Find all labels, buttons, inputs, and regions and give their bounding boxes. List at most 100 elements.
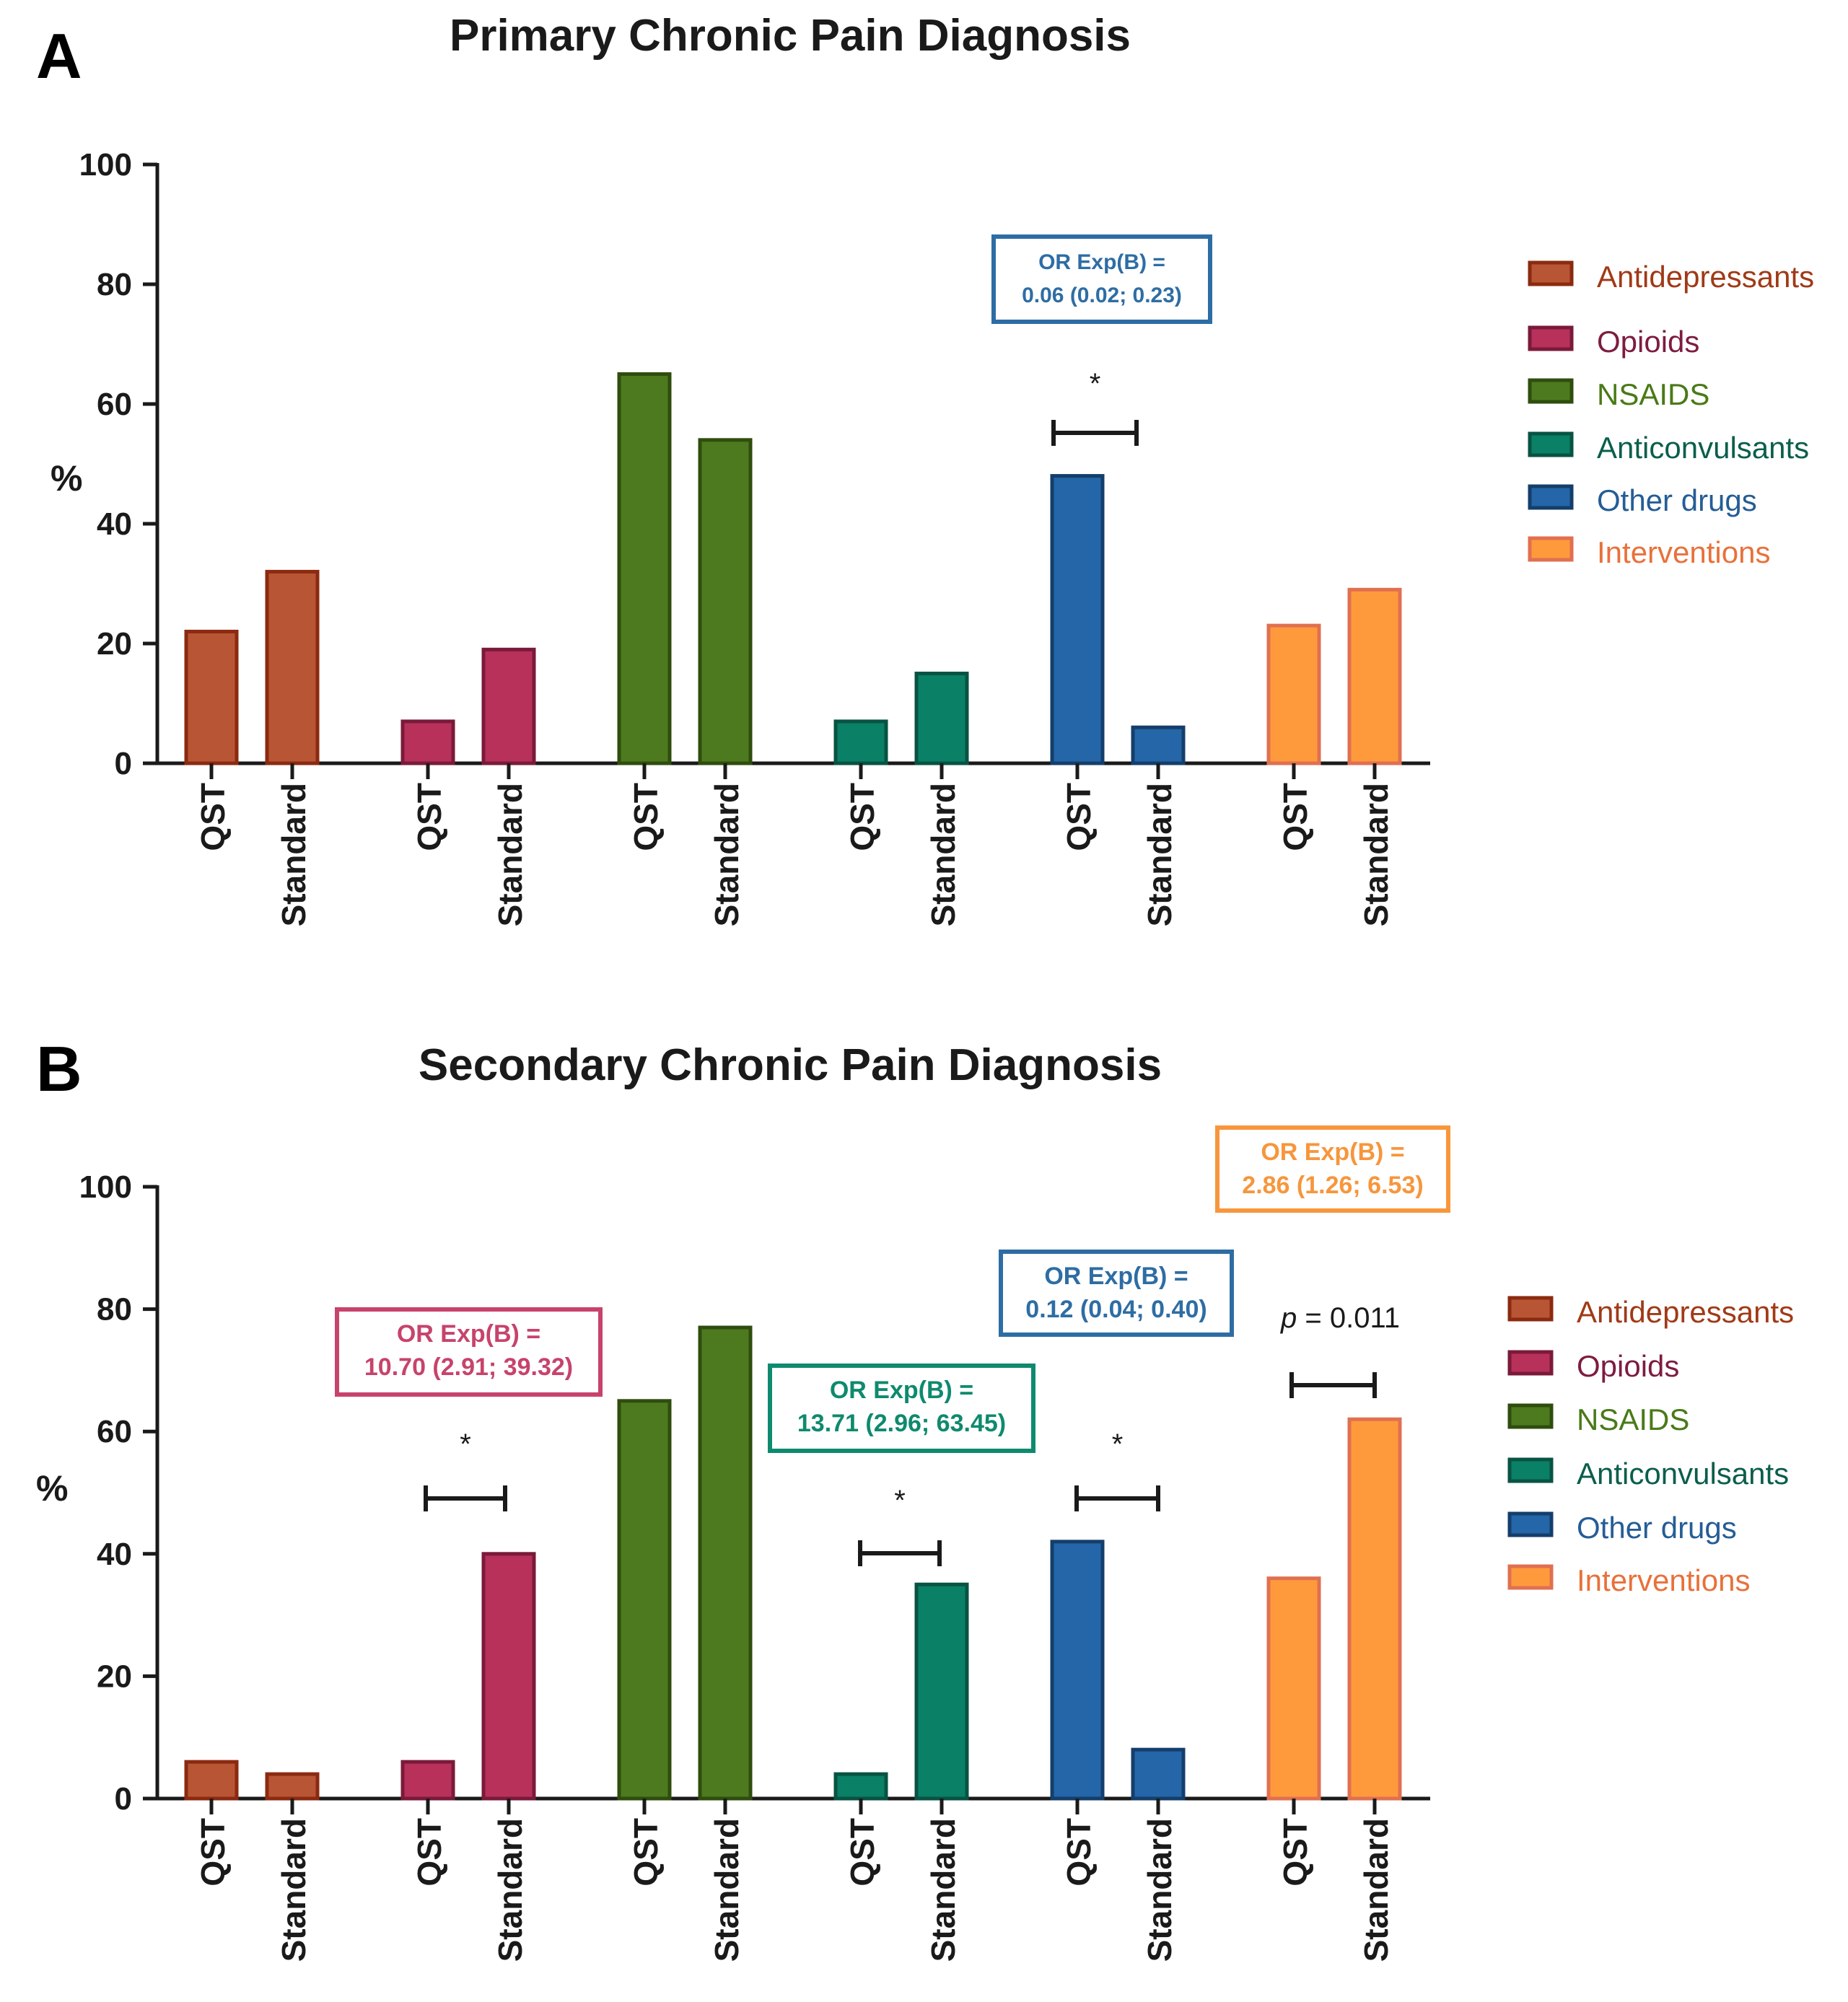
legend-swatch — [1528, 431, 1574, 457]
bar — [914, 672, 969, 765]
x-tick-label: QST — [1060, 783, 1098, 851]
chart-title: Secondary Chronic Pain Diagnosis — [419, 1040, 1162, 1090]
legend-swatch — [1507, 1511, 1554, 1537]
x-tick-label: Standard — [1357, 783, 1395, 926]
x-tick-label: QST — [194, 1818, 232, 1887]
bar — [265, 569, 320, 765]
x-tick-label: Standard — [1357, 1818, 1395, 1962]
bar — [1347, 587, 1402, 765]
bar — [400, 1760, 455, 1801]
significance-star: * — [460, 1428, 471, 1460]
annotation-text: 13.71 (2.96; 63.45) — [797, 1410, 1006, 1437]
significance-bracket: * — [424, 1428, 507, 1511]
y-tick-label: 20 — [97, 1659, 132, 1694]
x-tick-label: Standard — [275, 783, 312, 926]
annotation-text: OR Exp(B) = — [1038, 250, 1165, 274]
x-tick-label: QST — [411, 783, 448, 851]
legend-label: Opioids — [1597, 325, 1699, 359]
significance-star: * — [1112, 1428, 1124, 1460]
bar — [1266, 623, 1321, 765]
significance-bracket: p = 0.011 — [1280, 1302, 1400, 1398]
bar — [1347, 1417, 1402, 1801]
y-tick-label: 40 — [97, 506, 132, 542]
bar — [698, 1325, 753, 1801]
bar — [1131, 725, 1186, 765]
p-value-rest: = 0.011 — [1297, 1302, 1400, 1334]
y-tick-label: 40 — [97, 1537, 132, 1572]
legend-label: Interventions — [1577, 1563, 1750, 1597]
annotation-text: 0.12 (0.04; 0.40) — [1025, 1296, 1207, 1323]
legend-label: Interventions — [1597, 535, 1770, 569]
bar — [184, 1760, 239, 1801]
bar — [1266, 1576, 1321, 1801]
bar — [617, 372, 672, 765]
significance-bracket: * — [858, 1485, 942, 1566]
legend-label: NSAIDS — [1597, 377, 1709, 411]
legend-label: Opioids — [1577, 1349, 1679, 1383]
annotation-text: OR Exp(B) = — [1044, 1263, 1188, 1290]
y-tick-label: 80 — [97, 267, 132, 302]
or-annotation-box: OR Exp(B) = 0.06 (0.02; 0.23) — [991, 234, 1212, 324]
y-axis-label: % — [51, 458, 82, 499]
bar — [265, 1772, 320, 1801]
bar — [833, 719, 888, 765]
x-tick-label: QST — [1060, 1818, 1098, 1887]
legend-swatch — [1507, 1457, 1554, 1483]
legend-label: Other drugs — [1597, 483, 1757, 517]
y-axis-label: % — [36, 1468, 68, 1509]
x-tick-label: QST — [844, 1818, 881, 1887]
bar — [617, 1399, 672, 1801]
bar — [1050, 474, 1105, 765]
panel-letter: A — [36, 20, 82, 92]
x-tick-label: QST — [627, 783, 665, 851]
annotation-border — [335, 1307, 603, 1397]
bar — [400, 719, 455, 765]
x-tick-label: Standard — [924, 783, 962, 926]
x-tick-label: Standard — [1141, 1818, 1178, 1962]
x-tick-label: Standard — [708, 1818, 745, 1962]
y-tick-label: 0 — [115, 1781, 132, 1817]
x-tick-label: Standard — [708, 783, 745, 926]
legend-label: Antidepressants — [1577, 1295, 1794, 1329]
panel-letter: B — [36, 1033, 82, 1105]
panel-a: A Primary Chronic Pain Diagnosis% 0 20 40 60 8… — [36, 11, 1814, 926]
legend-swatch — [1528, 325, 1574, 351]
significance-bracket: * — [1051, 368, 1139, 446]
or-annotation-box: OR Exp(B) = 13.71 (2.96; 63.45) — [768, 1364, 1035, 1453]
bar — [481, 647, 536, 765]
x-tick-label: QST — [194, 783, 232, 851]
y-tick-label: 80 — [97, 1292, 132, 1327]
bar — [1050, 1540, 1105, 1801]
annotation-border — [999, 1250, 1234, 1337]
x-tick-label: Standard — [1141, 783, 1178, 926]
annotation-border — [1215, 1125, 1450, 1213]
legend-swatch — [1507, 1296, 1554, 1322]
chart-title: Primary Chronic Pain Diagnosis — [450, 11, 1131, 61]
x-tick-label: QST — [844, 783, 881, 851]
or-annotation-box: OR Exp(B) = 0.12 (0.04; 0.40) — [999, 1250, 1234, 1337]
annotation-text: 2.86 (1.26; 6.53) — [1242, 1172, 1423, 1199]
annotation-text: 10.70 (2.91; 39.32) — [364, 1353, 573, 1381]
annotation-border — [768, 1364, 1035, 1453]
y-tick-label: 20 — [97, 626, 132, 662]
significance-bracket: * — [1074, 1428, 1160, 1511]
bar — [914, 1582, 969, 1801]
significance-star: * — [1090, 368, 1101, 400]
y-tick-label: 100 — [79, 147, 132, 183]
bar — [481, 1552, 536, 1801]
x-tick-label: Standard — [924, 1818, 962, 1962]
annotation-text: OR Exp(B) = — [1261, 1138, 1404, 1166]
annotation-text: OR Exp(B) = — [830, 1377, 973, 1404]
y-tick-label: 100 — [79, 1169, 132, 1205]
x-tick-label: Standard — [491, 1818, 529, 1962]
x-tick-label: QST — [411, 1818, 448, 1887]
legend-label: Antidepressants — [1597, 260, 1814, 294]
p-value-label: p = 0.011 — [1280, 1302, 1400, 1334]
legend-label: NSAIDS — [1577, 1402, 1689, 1436]
annotation-text: OR Exp(B) = — [397, 1320, 540, 1348]
legend-swatch — [1507, 1350, 1554, 1376]
bar — [698, 438, 753, 765]
bar — [1131, 1747, 1186, 1801]
legend: Antidepressants Opioids NSAIDS Anticonvulsa… — [1528, 260, 1814, 569]
